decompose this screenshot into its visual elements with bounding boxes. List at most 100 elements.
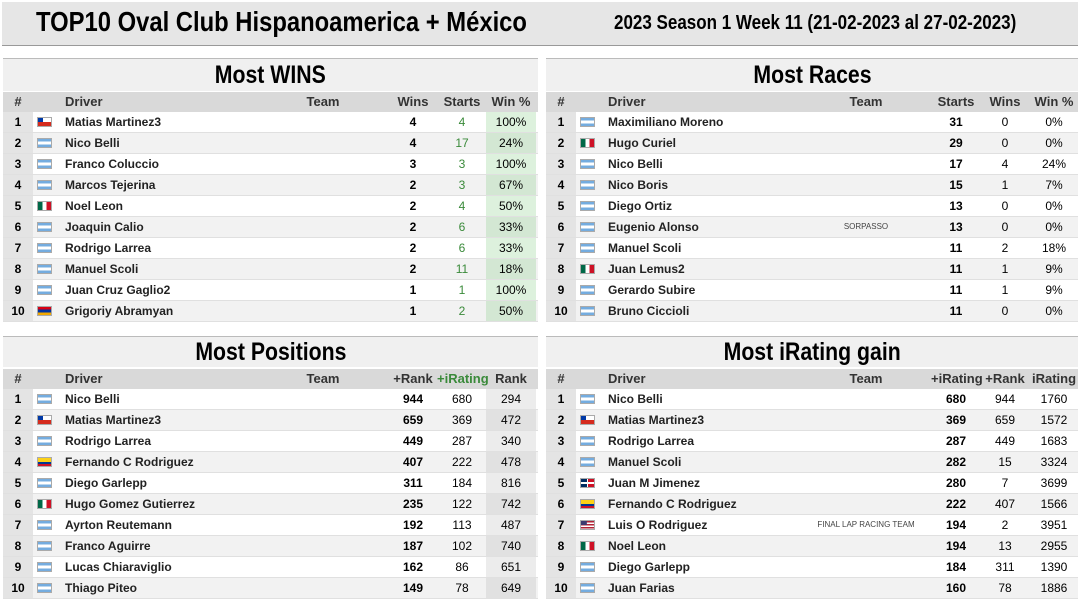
rank-cell: 2 <box>3 410 33 430</box>
driver-cell: Hugo Gomez Gutierrez <box>65 497 196 511</box>
value-cell: 7 <box>1001 476 1009 490</box>
rank-cell: 1 <box>546 112 576 132</box>
rank-cell: 10 <box>3 578 33 598</box>
rank-cell: 6 <box>546 217 576 237</box>
table-row: 4 Marcos Tejerina 2 3 67% <box>3 175 538 196</box>
value-cell: 280 <box>945 476 967 490</box>
value-cell: 86 <box>455 560 469 574</box>
value-cell: 13 <box>998 539 1012 553</box>
rank-cell: 7 <box>546 238 576 258</box>
rank-cell: 10 <box>546 301 576 321</box>
value-cell: 287 <box>945 434 967 448</box>
table-row: 2 Hugo Curiel 29 0 0% <box>546 133 1078 154</box>
table-title-text: Most Races <box>752 61 872 89</box>
rank-cell: 7 <box>3 515 33 535</box>
value-cell: 0% <box>1045 304 1063 318</box>
value-cell: 222 <box>945 497 967 511</box>
value-cell: 2955 <box>1040 539 1068 553</box>
value-cell: 407 <box>994 497 1016 511</box>
country-flag <box>580 562 595 572</box>
table-row: 3 Franco Coluccio 3 3 100% <box>3 154 538 175</box>
value-cell: 122 <box>451 497 473 511</box>
driver-cell: Thiago Piteo <box>65 581 137 595</box>
value-cell: 192 <box>402 518 424 532</box>
header-cell: iRating <box>1031 371 1077 386</box>
driver-cell: Diego Garlepp <box>65 476 148 490</box>
driver-cell: Matias Martinez3 <box>65 413 162 427</box>
header-cell: # <box>14 94 22 109</box>
value-cell: 0 <box>1001 220 1009 234</box>
driver-cell: Noel Leon <box>65 199 124 213</box>
country-flag <box>580 117 595 127</box>
value-cell: 2 <box>1001 241 1009 255</box>
rank-cell: 8 <box>3 259 33 279</box>
header-row: # Driver Team Starts Wins Win % <box>546 92 1078 112</box>
value-cell: 1 <box>1001 178 1009 192</box>
table-row: 4 Fernando C Rodriguez 407 222 478 <box>3 452 538 473</box>
rank-cell: 9 <box>546 557 576 577</box>
rank-cell: 9 <box>546 280 576 300</box>
value-cell: 740 <box>486 536 536 556</box>
table-row: 7 Ayrton Reutemann 192 113 487 <box>3 515 538 536</box>
table-row: 8 Franco Aguirre 187 102 740 <box>3 536 538 557</box>
driver-cell: Matias Martinez3 <box>65 115 162 129</box>
country-flag <box>580 499 595 509</box>
value-cell: 4 <box>409 115 417 129</box>
value-cell: 184 <box>945 560 967 574</box>
driver-cell: Gerardo Subire <box>608 283 696 297</box>
value-cell: 4 <box>1001 157 1009 171</box>
value-cell: 449 <box>402 434 424 448</box>
table-row: 3 Rodrigo Larrea 449 287 340 <box>3 431 538 452</box>
table-row: 2 Matias Martinez3 369 659 1572 <box>546 410 1078 431</box>
country-flag <box>580 159 595 169</box>
value-cell: 4 <box>409 136 417 150</box>
table-row: 5 Juan M Jimenez 280 7 3699 <box>546 473 1078 494</box>
table-title: Most WINS <box>3 58 538 91</box>
value-cell: 9% <box>1045 262 1063 276</box>
value-cell: 6 <box>458 241 466 255</box>
country-flag <box>580 436 595 446</box>
rank-cell: 7 <box>546 515 576 535</box>
driver-cell: Rodrigo Larrea <box>65 434 152 448</box>
country-flag <box>580 457 595 467</box>
value-cell: 1 <box>1001 262 1009 276</box>
header-cell: Team <box>849 94 883 109</box>
value-cell: 33% <box>486 217 536 237</box>
value-cell: 2 <box>1001 518 1009 532</box>
country-flag <box>580 478 595 488</box>
value-cell: 0% <box>1045 199 1063 213</box>
value-cell: 2 <box>409 241 417 255</box>
header-cell: Team <box>306 371 340 386</box>
value-cell: 680 <box>451 392 473 406</box>
rank-cell: 5 <box>3 473 33 493</box>
rank-cell: 1 <box>3 389 33 409</box>
country-flag <box>580 285 595 295</box>
value-cell: 222 <box>451 455 473 469</box>
value-cell: 102 <box>451 539 473 553</box>
header-cell: # <box>557 371 565 386</box>
value-cell: 2 <box>409 178 417 192</box>
table-row: 9 Juan Cruz Gaglio2 1 1 100% <box>3 280 538 301</box>
driver-cell: Lucas Chiaraviglio <box>65 560 172 574</box>
rank-cell: 8 <box>3 536 33 556</box>
value-cell: 472 <box>486 410 536 430</box>
value-cell: 162 <box>402 560 424 574</box>
driver-cell: Diego Ortiz <box>608 199 673 213</box>
country-flag <box>580 394 595 404</box>
country-flag <box>37 541 52 551</box>
page-subtitle: 2023 Season 1 Week 11 (21-02-2023 al 27-… <box>614 12 1017 34</box>
country-flag <box>37 583 52 593</box>
country-flag <box>37 222 52 232</box>
country-flag <box>37 180 52 190</box>
table-row: 2 Matias Martinez3 659 369 472 <box>3 410 538 431</box>
value-cell: 0% <box>1045 115 1063 129</box>
value-cell: 3951 <box>1040 518 1068 532</box>
header-cell: Driver <box>65 371 103 386</box>
driver-cell: Rodrigo Larrea <box>65 241 152 255</box>
rank-cell: 6 <box>3 217 33 237</box>
table-row: 1 Nico Belli 944 680 294 <box>3 389 538 410</box>
table-row: 5 Noel Leon 2 4 50% <box>3 196 538 217</box>
table-row: 9 Lucas Chiaraviglio 162 86 651 <box>3 557 538 578</box>
country-flag <box>37 562 52 572</box>
